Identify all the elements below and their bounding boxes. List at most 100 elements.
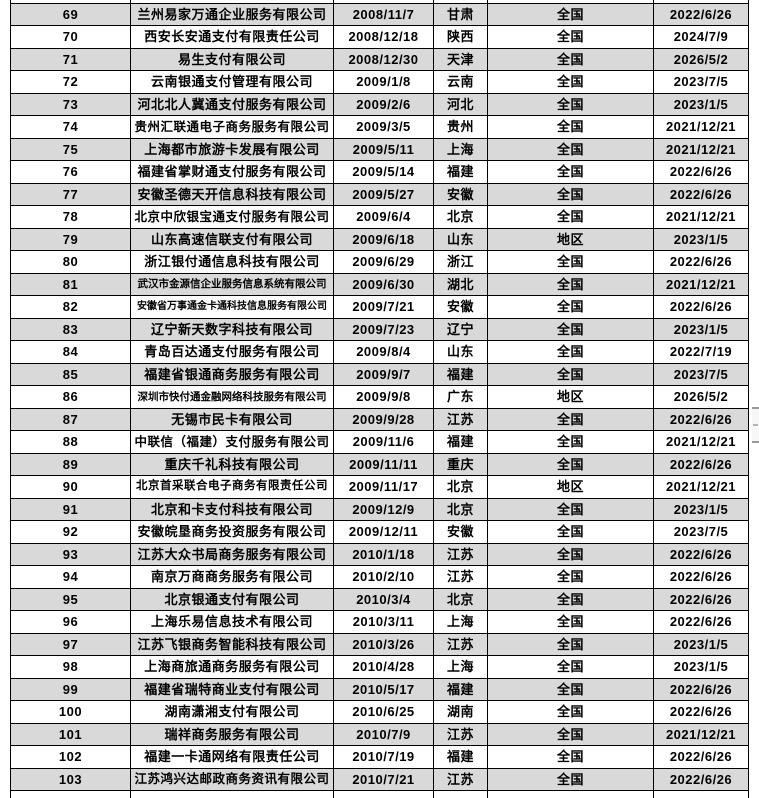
- cell-business-scope[interactable]: 地区: [487, 475, 654, 499]
- cell-license-date[interactable]: 2009/6/4: [333, 205, 434, 229]
- cell-row-number[interactable]: 99: [10, 677, 131, 701]
- cell-valid-until[interactable]: 2023/7/5: [653, 70, 749, 94]
- cell-province[interactable]: 江苏: [433, 632, 488, 656]
- cell-business-scope[interactable]: 全国: [487, 182, 654, 206]
- cell-company-name[interactable]: 安徽省万事通金卡通科技信息服务有限公司: [130, 295, 334, 319]
- cell-row-number[interactable]: 98: [10, 655, 131, 679]
- cell-license-date[interactable]: 2009/1/8: [333, 70, 434, 94]
- cell-license-date[interactable]: 2010/3/4: [333, 587, 434, 611]
- cell-company-name[interactable]: 云南银通支付管理有限公司: [130, 70, 334, 94]
- cell-row-number[interactable]: 87: [10, 407, 131, 431]
- cell-valid-until[interactable]: 2022/6/26: [653, 700, 749, 724]
- cell-province[interactable]: 福建: [433, 430, 488, 454]
- cell-valid-until[interactable]: 2022/6/26: [653, 160, 749, 184]
- cell-license-date[interactable]: 2010/5/17: [333, 677, 434, 701]
- cell-province[interactable]: 安徽: [433, 520, 488, 544]
- cell-row-number[interactable]: 80: [10, 250, 131, 274]
- cell-company-name[interactable]: 贵州汇联通电子商务服务有限公司: [130, 115, 334, 139]
- cell-license-date[interactable]: 2010/7/21: [333, 767, 434, 791]
- cell-province[interactable]: 云南: [433, 70, 488, 94]
- cell-province[interactable]: 北京: [433, 497, 488, 521]
- cell-business-scope[interactable]: 全国: [487, 160, 654, 184]
- cell-license-date[interactable]: 2009/5/27: [333, 182, 434, 206]
- cell-row-number[interactable]: 81: [10, 272, 131, 296]
- cell-company-name[interactable]: 安徽圣德天开信息科技有限公司: [130, 182, 334, 206]
- cell-company-name[interactable]: 辽宁新天数字科技有限公司: [130, 317, 334, 341]
- cell-row-number[interactable]: 94: [10, 565, 131, 589]
- cell-company-name[interactable]: 山东高速信联支付有限公司: [130, 227, 334, 251]
- cell-business-scope[interactable]: 全国: [487, 587, 654, 611]
- cell-valid-until[interactable]: 2024/7/9: [653, 25, 749, 49]
- cell-province[interactable]: 福建: [433, 160, 488, 184]
- cell-row-number[interactable]: 69: [10, 2, 131, 26]
- cell-province[interactable]: 上海: [433, 137, 488, 161]
- cell-license-date[interactable]: 2009/12/11: [333, 520, 434, 544]
- cell-row-number[interactable]: 72: [10, 70, 131, 94]
- cell-row-number[interactable]: 75: [10, 137, 131, 161]
- cell-province[interactable]: 北京: [433, 205, 488, 229]
- cell-license-date[interactable]: 2009/7/21: [333, 295, 434, 319]
- cell-company-name[interactable]: 兰州易家万通企业服务有限公司: [130, 2, 334, 26]
- cell-valid-until[interactable]: 2023/7/5: [653, 362, 749, 386]
- cell-company-name[interactable]: 福建一卡通网络有限责任公司: [130, 745, 334, 769]
- cell-license-date[interactable]: 2009/11/11: [333, 452, 434, 476]
- cell-province[interactable]: 贵州: [433, 115, 488, 139]
- cell-valid-until[interactable]: 2022/6/26: [653, 182, 749, 206]
- cell-row-number[interactable]: 101: [10, 722, 131, 746]
- cell-row-number[interactable]: 90: [10, 475, 131, 499]
- scrollbar-track[interactable]: [751, 0, 759, 798]
- cell-province[interactable]: 上海: [433, 610, 488, 634]
- cell-license-date[interactable]: 2009/6/30: [333, 272, 434, 296]
- cell-row-number[interactable]: 91: [10, 497, 131, 521]
- cell-company-name[interactable]: 河北北人冀通支付服务有限公司: [130, 92, 334, 116]
- cell-license-date[interactable]: 2009/3/5: [333, 115, 434, 139]
- cell-business-scope[interactable]: 全国: [487, 722, 654, 746]
- cell-business-scope[interactable]: 全国: [487, 767, 654, 791]
- cell-province[interactable]: 北京: [433, 587, 488, 611]
- cell-license-date[interactable]: 2009/7/23: [333, 317, 434, 341]
- cell-business-scope[interactable]: 全国: [487, 610, 654, 634]
- cell-license-date[interactable]: 2008/11/7: [333, 2, 434, 26]
- cell-license-date[interactable]: 2008/12/30: [333, 47, 434, 71]
- cell-company-name[interactable]: 上海都市旅游卡发展有限公司: [130, 137, 334, 161]
- cell-row-number[interactable]: 70: [10, 25, 131, 49]
- cell-business-scope[interactable]: 全国: [487, 70, 654, 94]
- cell-business-scope[interactable]: 全国: [487, 340, 654, 364]
- cell-company-name[interactable]: 深圳市快付通金融网络科技服务有限公司: [130, 385, 334, 409]
- cell-row-number[interactable]: 88: [10, 430, 131, 454]
- cell-valid-until[interactable]: 2021/12/21: [653, 430, 749, 454]
- cell-row-number[interactable]: 100: [10, 700, 131, 724]
- cell-license-date[interactable]: 2009/6/18: [333, 227, 434, 251]
- cell-row-number[interactable]: 78: [10, 205, 131, 229]
- cell-business-scope[interactable]: 全国: [487, 452, 654, 476]
- cell-company-name[interactable]: 无锡市民卡有限公司: [130, 407, 334, 431]
- cell-license-date[interactable]: 2010/7/19: [333, 745, 434, 769]
- cell-license-date[interactable]: 2010/3/11: [333, 610, 434, 634]
- cell-row-number[interactable]: 71: [10, 47, 131, 71]
- cell-license-date[interactable]: 2009/9/7: [333, 362, 434, 386]
- cell-license-date[interactable]: 2010/4/28: [333, 655, 434, 679]
- cell-license-date[interactable]: 2009/12/9: [333, 497, 434, 521]
- cell-business-scope[interactable]: 全国: [487, 655, 654, 679]
- cell-valid-until[interactable]: 2023/1/5: [653, 317, 749, 341]
- cell-license-date[interactable]: 2010/1/18: [333, 542, 434, 566]
- cell-business-scope[interactable]: 全国: [487, 250, 654, 274]
- cell-company-name[interactable]: 浙江银付通信息科技有限公司: [130, 250, 334, 274]
- cell-province[interactable]: 山东: [433, 227, 488, 251]
- cell-row-number[interactable]: 79: [10, 227, 131, 251]
- cell-business-scope[interactable]: 全国: [487, 115, 654, 139]
- cell-license-date[interactable]: [333, 790, 434, 798]
- cell-province[interactable]: 甘肃: [433, 2, 488, 26]
- cell-license-date[interactable]: 2009/2/6: [333, 92, 434, 116]
- cell-business-scope[interactable]: 全国: [487, 272, 654, 296]
- cell-business-scope[interactable]: 全国: [487, 677, 654, 701]
- cell-license-date[interactable]: 2009/5/14: [333, 160, 434, 184]
- cell-license-date[interactable]: 2009/8/4: [333, 340, 434, 364]
- cell-business-scope[interactable]: 全国: [487, 565, 654, 589]
- cell-license-date[interactable]: 2010/6/25: [333, 700, 434, 724]
- cell-license-date[interactable]: 2010/7/9: [333, 722, 434, 746]
- cell-province[interactable]: 广东: [433, 385, 488, 409]
- cell-province[interactable]: 湖南: [433, 700, 488, 724]
- cell-company-name[interactable]: 重庆千礼科技有限公司: [130, 452, 334, 476]
- cell-company-name[interactable]: 北京银通支付有限公司: [130, 587, 334, 611]
